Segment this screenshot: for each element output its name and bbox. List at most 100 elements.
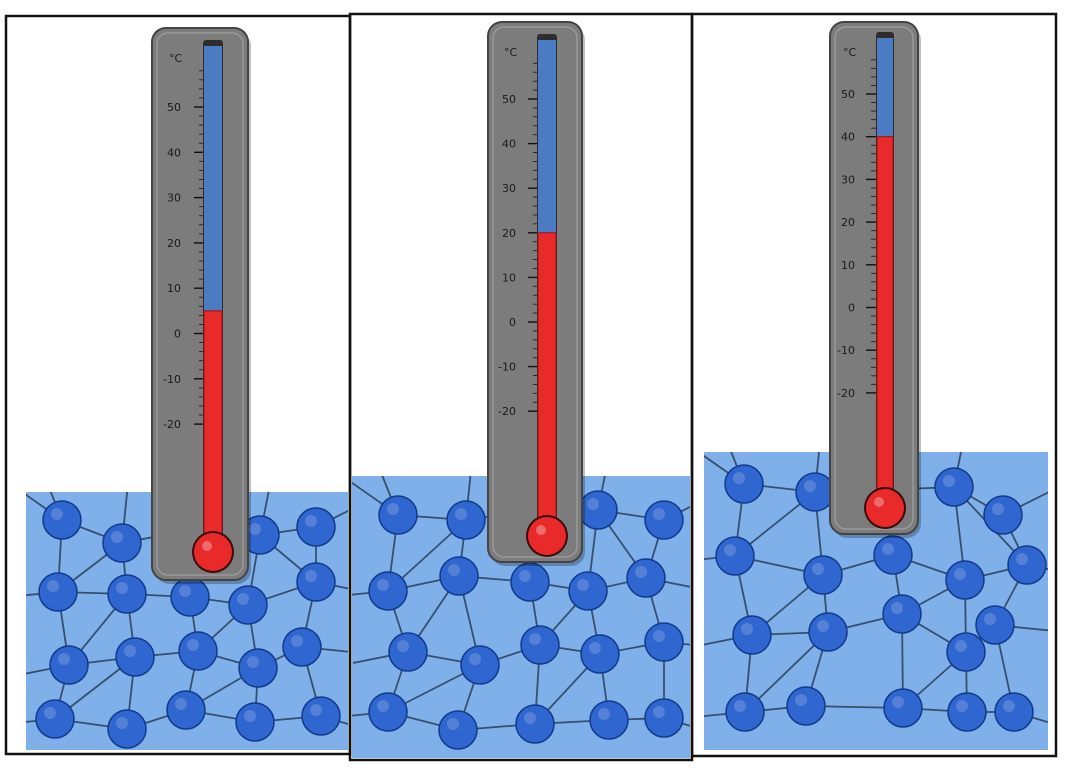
particle-highlight	[44, 707, 56, 719]
scale-label: 20	[167, 237, 181, 250]
particle	[238, 648, 278, 688]
thermometer-bevel	[492, 26, 578, 558]
particle-highlight	[124, 645, 136, 657]
particle	[883, 688, 923, 728]
scale-label: 0	[848, 302, 855, 315]
particle-highlight	[237, 593, 249, 605]
panel-2: °C 50 40 30 20 10 0 -10 -20	[348, 12, 694, 762]
panel-frame	[690, 12, 1058, 758]
particle-highlight	[984, 613, 996, 625]
scale-label: 0	[509, 316, 516, 329]
particle	[296, 562, 336, 602]
particle	[368, 692, 408, 732]
scale-label: -10	[163, 373, 181, 386]
particle-highlight	[955, 640, 967, 652]
particle	[38, 572, 78, 612]
particle-highlight	[635, 566, 647, 578]
particle	[1007, 545, 1047, 585]
particle-highlight	[179, 585, 191, 597]
particle	[107, 574, 147, 614]
unit-label: °C	[504, 46, 518, 59]
scale-label: 40	[167, 146, 181, 159]
scale-label: 50	[167, 101, 181, 114]
particle	[438, 710, 478, 750]
particle-highlight	[175, 698, 187, 710]
particle-highlight	[882, 543, 894, 555]
particle	[882, 594, 922, 634]
particle	[460, 645, 500, 685]
particle	[644, 622, 684, 662]
particle	[934, 467, 974, 507]
particle	[947, 692, 987, 732]
particle-highlight	[291, 635, 303, 647]
scale-label: 20	[502, 227, 516, 240]
scale-label: 20	[841, 216, 855, 229]
particle	[282, 627, 322, 667]
particle	[724, 464, 764, 504]
particle-highlight	[733, 472, 745, 484]
particle-highlight	[1016, 553, 1028, 565]
unit-label: °C	[843, 46, 857, 59]
particle	[296, 507, 336, 547]
particle	[178, 631, 218, 671]
particle-highlight	[249, 523, 261, 535]
unit-label: °C	[169, 52, 183, 65]
particle	[983, 495, 1023, 535]
scale-label: 0	[174, 328, 181, 341]
particle	[42, 500, 82, 540]
particle-highlight	[387, 503, 399, 515]
particle-highlight	[892, 696, 904, 708]
particle	[946, 632, 986, 672]
particle-highlight	[397, 640, 409, 652]
particle	[626, 558, 666, 598]
particle	[568, 571, 608, 611]
bulb-highlight	[536, 525, 546, 535]
particle-highlight	[992, 503, 1004, 515]
particle	[35, 699, 75, 739]
mercury-column	[537, 232, 557, 533]
particle	[166, 690, 206, 730]
particle	[388, 632, 428, 672]
particle	[378, 495, 418, 535]
particle-highlight	[519, 570, 531, 582]
scale-label: 40	[841, 131, 855, 144]
thermometer-body	[487, 21, 583, 563]
scale-label: -10	[837, 344, 855, 357]
particle	[446, 500, 486, 540]
particle-highlight	[653, 630, 665, 642]
particle	[107, 709, 147, 749]
particle-lattice	[26, 492, 348, 749]
particle	[873, 535, 913, 575]
particle	[580, 634, 620, 674]
particle	[945, 560, 985, 600]
scale-label: -10	[498, 361, 516, 374]
scale-label: 40	[502, 138, 516, 151]
particle	[803, 555, 843, 595]
particle-lattice	[704, 452, 1048, 732]
particle-highlight	[51, 508, 63, 520]
particle-highlight	[1003, 700, 1015, 712]
mercury-column	[876, 136, 894, 507]
particle-highlight	[741, 623, 753, 635]
particle	[975, 605, 1015, 645]
particle	[725, 692, 765, 732]
particle-highlight	[377, 579, 389, 591]
thermometer-bevel	[834, 26, 914, 530]
particle-highlight	[795, 694, 807, 706]
particle	[439, 556, 479, 596]
scale-label: 50	[841, 88, 855, 101]
particle-highlight	[244, 710, 256, 722]
particle-highlight	[804, 480, 816, 492]
particle-highlight	[817, 620, 829, 632]
particle-highlight	[447, 718, 459, 730]
scale-label: 30	[502, 182, 516, 195]
mercury-bulb	[528, 517, 566, 555]
scale-label: 10	[502, 271, 516, 284]
particle-highlight	[891, 602, 903, 614]
particle-highlight	[653, 706, 665, 718]
particle-highlight	[653, 508, 665, 520]
particle	[115, 637, 155, 677]
particle-highlight	[812, 563, 824, 575]
particle	[786, 686, 826, 726]
particle-highlight	[943, 475, 955, 487]
